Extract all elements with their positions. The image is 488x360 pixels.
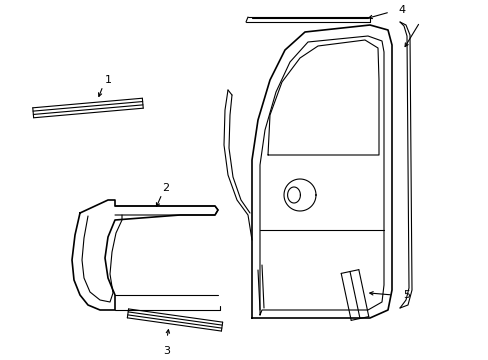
Text: 3: 3: [163, 346, 170, 356]
Text: 4: 4: [397, 5, 404, 15]
Text: 5: 5: [402, 290, 409, 300]
Text: 1: 1: [104, 75, 111, 85]
Text: 2: 2: [162, 183, 169, 193]
